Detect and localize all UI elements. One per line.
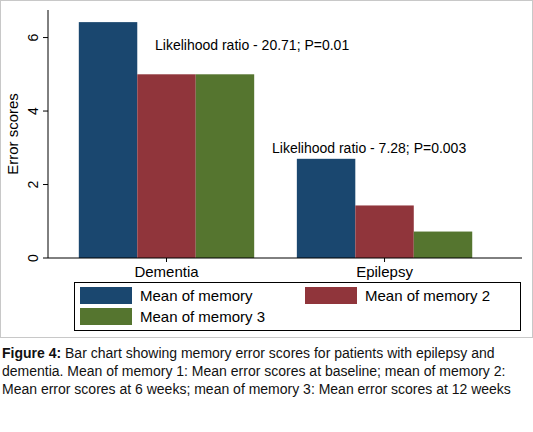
annotation: Likelihood ratio - 20.71; P=0.01: [155, 37, 349, 53]
chart-frame: [1, 1, 533, 338]
caption: Figure 4: Bar chart showing memory error…: [2, 344, 528, 398]
figure-label: Figure 4:: [2, 345, 61, 361]
y-tick: [43, 37, 48, 38]
bar: [79, 22, 137, 258]
legend-swatch: [305, 287, 357, 304]
caption-text: Bar chart showing memory error scores fo…: [2, 345, 511, 397]
x-axis: [48, 258, 522, 259]
bar: [414, 232, 472, 258]
y-tick-label: 0: [25, 254, 41, 262]
bar: [137, 74, 195, 258]
chart: 0 2 4 6 Error scores Dementia Epilepsy Likeliho…: [0, 0, 533, 338]
annotation: Likelihood ratio - 7.28; P=0.003: [272, 140, 466, 156]
legend-label: Mean of memory 3: [140, 308, 265, 325]
legend: Mean of memory Mean of memory 2 Mean of me…: [75, 283, 521, 331]
y-tick-label: 6: [25, 33, 41, 41]
x-tick-label: Dementia: [134, 263, 199, 280]
bar: [196, 74, 254, 258]
figure: 0 2 4 6 Error scores Dementia Epilepsy Likeliho…: [0, 0, 533, 432]
legend-swatch: [80, 308, 132, 325]
bar: [297, 159, 355, 258]
y-tick: [43, 258, 48, 259]
x-tick-label: Epilepsy: [356, 263, 413, 280]
legend-frame: [75, 283, 521, 331]
x-tick: [166, 258, 167, 262]
legend-label: Mean of memory: [140, 287, 253, 304]
y-tick-label: 4: [25, 107, 41, 115]
y-tick: [43, 111, 48, 112]
legend-swatch: [80, 287, 132, 304]
bars: [79, 22, 472, 258]
legend-label: Mean of memory 2: [365, 287, 490, 304]
bar: [355, 205, 413, 258]
y-tick: [43, 184, 48, 185]
y-tick-label: 2: [25, 180, 41, 188]
x-tick: [384, 258, 385, 262]
y-axis-label: Error scores: [4, 93, 21, 175]
y-axis: [48, 10, 49, 258]
